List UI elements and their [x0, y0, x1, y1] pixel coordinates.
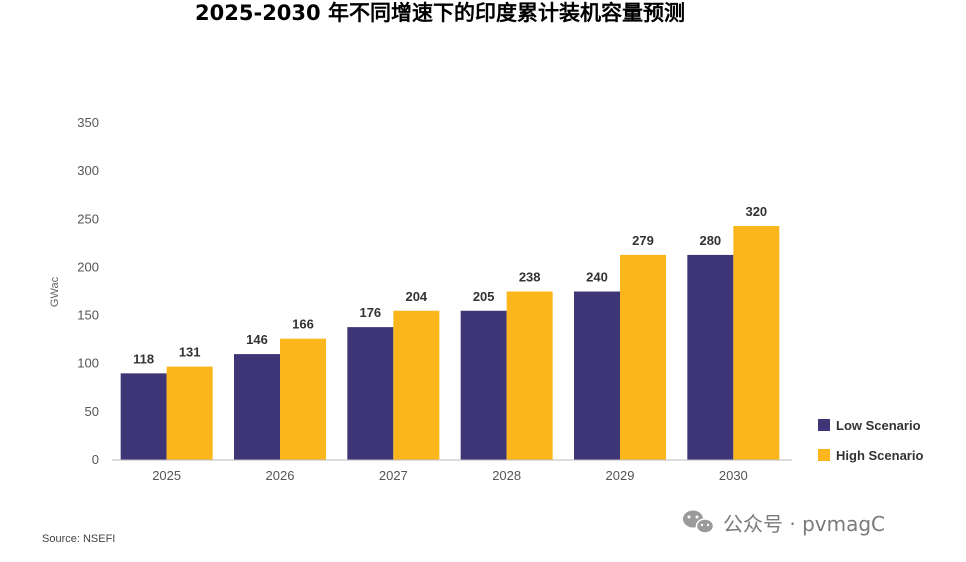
- x-tick-label: 2030: [719, 468, 748, 483]
- data-label: 131: [179, 345, 201, 360]
- legend: Low Scenario High Scenario: [818, 418, 923, 463]
- watermark-text: 公众号 · pvmagC: [723, 512, 885, 536]
- bar-high-scenario: [393, 310, 440, 460]
- data-labels: 118 131 146 166 176 204 205 238 240 279 280 320: [133, 204, 767, 366]
- y-axis-ticks: 0 50 100 150 200 250 300 350: [77, 115, 99, 467]
- bar-low-scenario: [234, 354, 280, 460]
- bar-low-scenario: [120, 373, 167, 460]
- data-label: 320: [745, 204, 767, 219]
- bar-high-scenario: [280, 338, 326, 460]
- y-tick-label: 50: [85, 404, 99, 419]
- bar-high-scenario: [506, 291, 553, 460]
- data-label: 238: [519, 270, 541, 285]
- chart-title: 2025-2030 年不同增速下的印度累计装机容量预测: [195, 1, 685, 25]
- x-tick-label: 2025: [152, 468, 181, 483]
- data-label: 204: [405, 289, 427, 304]
- source-note: Source: NSEFI: [42, 533, 115, 545]
- data-label: 279: [632, 233, 654, 248]
- bar-low-scenario: [687, 254, 734, 460]
- data-label: 146: [246, 332, 268, 347]
- wechat-icon: [683, 510, 715, 534]
- y-tick-label: 150: [77, 308, 99, 323]
- bar-low-scenario: [347, 327, 394, 460]
- bar-high-scenario: [166, 366, 213, 460]
- bar-low-scenario: [460, 310, 507, 460]
- x-tick-label: 2027: [379, 468, 408, 483]
- y-tick-label: 200: [77, 259, 99, 274]
- x-tick-label: 2028: [492, 468, 521, 483]
- legend-label-high: High Scenario: [836, 448, 923, 463]
- data-label: 240: [586, 270, 608, 285]
- x-axis-ticks: 2025 2026 2027 2028 2029 2030: [152, 468, 748, 483]
- y-tick-label: 0: [92, 452, 99, 467]
- y-tick-label: 300: [77, 163, 99, 178]
- x-tick-label: 2026: [266, 468, 295, 483]
- bar-low-scenario: [574, 291, 620, 460]
- y-tick-label: 100: [77, 356, 99, 371]
- x-tick-label: 2029: [606, 468, 635, 483]
- data-label: 166: [292, 317, 314, 332]
- bar-high-scenario: [620, 254, 666, 460]
- data-label: 118: [133, 351, 154, 366]
- y-tick-label: 350: [77, 115, 99, 130]
- y-tick-label: 250: [77, 211, 99, 226]
- legend-swatch-high: [818, 449, 830, 461]
- legend-label-low: Low Scenario: [836, 418, 921, 433]
- data-label: 280: [699, 233, 721, 248]
- bar-series: [120, 226, 780, 460]
- bar-high-scenario: [733, 226, 780, 460]
- data-label: 176: [359, 305, 381, 320]
- legend-swatch-low: [818, 419, 830, 431]
- data-label: 205: [473, 289, 495, 304]
- y-axis-label: GWac: [49, 276, 61, 307]
